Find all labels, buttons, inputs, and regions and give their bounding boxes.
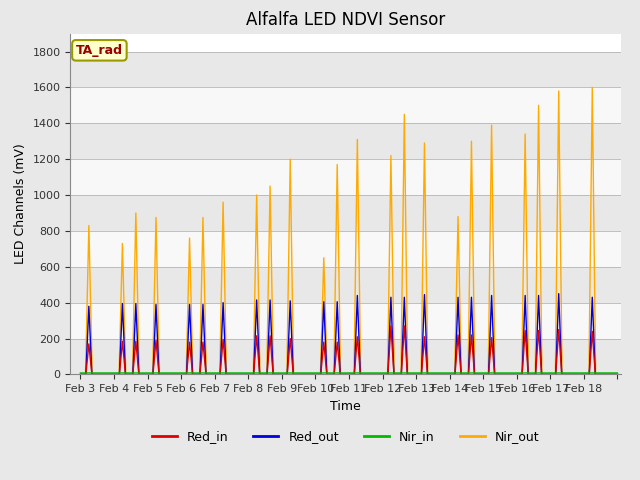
Red_in xyxy=(347,372,355,377)
Legend: Red_in, Red_out, Nir_in, Nir_out: Red_in, Red_out, Nir_in, Nir_out xyxy=(147,425,545,448)
Red_in xyxy=(387,323,395,329)
Red_out xyxy=(614,372,621,377)
Nir_in xyxy=(415,370,422,376)
Red_out xyxy=(568,372,576,377)
Line: Red_out: Red_out xyxy=(81,294,618,374)
Nir_out xyxy=(577,372,584,377)
Nir_out xyxy=(588,84,596,90)
Red_out xyxy=(347,372,355,377)
Y-axis label: LED Channels (mV): LED Channels (mV) xyxy=(14,144,27,264)
Bar xyxy=(70,159,621,195)
Bar xyxy=(70,87,621,123)
Red_out xyxy=(415,372,422,377)
Bar xyxy=(70,195,621,231)
Red_out xyxy=(577,372,584,377)
Text: TA_rad: TA_rad xyxy=(76,44,123,57)
Bar xyxy=(70,267,621,303)
Line: Red_in: Red_in xyxy=(81,326,618,374)
Nir_in xyxy=(577,370,584,376)
Red_in xyxy=(605,372,613,377)
Nir_out xyxy=(605,372,613,377)
Nir_out xyxy=(415,372,422,377)
Nir_in xyxy=(347,370,355,376)
Bar xyxy=(70,338,621,374)
Nir_in xyxy=(614,370,621,376)
Red_in xyxy=(577,372,584,377)
Red_out xyxy=(285,339,292,345)
Bar xyxy=(70,231,621,267)
Nir_out xyxy=(614,372,621,377)
Nir_in xyxy=(285,370,292,376)
Red_out xyxy=(605,372,613,377)
Nir_in xyxy=(605,370,613,376)
Title: Alfalfa LED NDVI Sensor: Alfalfa LED NDVI Sensor xyxy=(246,11,445,29)
Red_in xyxy=(77,372,84,377)
Nir_out xyxy=(347,372,355,377)
Red_in xyxy=(614,372,621,377)
Red_in xyxy=(568,372,576,377)
Nir_in xyxy=(568,370,575,376)
Line: Nir_out: Nir_out xyxy=(81,87,618,374)
Nir_out xyxy=(568,372,575,377)
Bar xyxy=(70,51,621,87)
Nir_out xyxy=(77,372,84,377)
Red_in xyxy=(415,372,422,377)
Bar xyxy=(70,303,621,338)
X-axis label: Time: Time xyxy=(330,400,361,413)
Red_out xyxy=(77,372,84,377)
Red_in xyxy=(285,356,292,361)
Nir_out xyxy=(285,264,292,270)
Red_out xyxy=(555,291,563,297)
Nir_in xyxy=(77,370,84,376)
Bar xyxy=(70,123,621,159)
